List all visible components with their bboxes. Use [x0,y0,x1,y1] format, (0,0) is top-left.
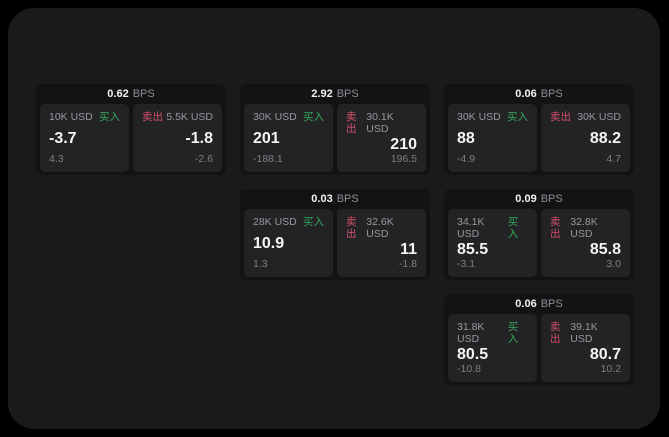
buy-amount: 34.1K USD [457,216,485,240]
quote-card-4: 0.03 BPS 28K USD 买入 10.9 1.3 卖出 32.6K US… [240,189,430,280]
buy-delta: -4.9 [457,153,476,165]
quote-card-3: 0.06 BPS 30K USD 买入 88 -4.9 卖出 30K USD 8… [444,84,634,175]
sell-label[interactable]: 卖出 [346,216,357,240]
sell-panel[interactable]: 卖出 32.8K USD 85.8 3.0 [541,209,630,277]
buy-delta: 1.3 [253,258,268,270]
bps-value: 0.62 [107,88,129,100]
quote-card-5: 0.09 BPS 34.1K USD 买入 85.5 -3.1 卖出 32.8K… [444,189,634,280]
sell-amount: 30.1K USD [366,111,394,135]
sell-amount: 30K USD [577,111,621,123]
buy-amount: 30K USD [457,111,501,123]
buy-price: -3.7 [49,129,77,147]
sell-label[interactable]: 卖出 [346,111,357,135]
bps-unit-label: BPS [540,298,563,310]
sell-price: 88.2 [589,129,621,147]
buy-label[interactable]: 买入 [507,321,519,345]
sell-delta: 3.0 [606,258,621,270]
sell-price: 85.8 [589,240,621,258]
sell-delta: -2.6 [194,153,213,165]
buy-panel[interactable]: 30K USD 买入 88 -4.9 [448,104,537,172]
sell-price: -1.8 [185,129,213,147]
sell-delta: 196.5 [390,153,417,165]
sell-panel[interactable]: 卖出 30.1K USD 210 196.5 [337,104,426,172]
sell-price: 210 [390,135,417,153]
bps-unit-label: BPS [336,88,359,100]
buy-amount: 28K USD [253,216,297,228]
buy-price: 85.5 [457,240,489,258]
quote-card-2: 2.92 BPS 30K USD 买入 201 -188.1 卖出 30.1K … [240,84,430,175]
buy-delta: 4.3 [49,153,64,165]
quote-panels: 31.8K USD 买入 80.5 -10.8 卖出 39.1K USD 80.… [444,314,634,382]
sell-price: 80.7 [589,345,621,363]
sell-amount: 39.1K USD [570,321,598,345]
buy-amount: 31.8K USD [457,321,485,345]
bps-value: 2.92 [311,88,333,100]
bps-header: 0.62 BPS [36,84,226,104]
quote-panels: 30K USD 买入 88 -4.9 卖出 30K USD 88.2 4.7 [444,104,634,172]
sell-panel[interactable]: 卖出 30K USD 88.2 4.7 [541,104,630,172]
buy-label[interactable]: 买入 [303,216,324,228]
sell-panel[interactable]: 卖出 5.5K USD -1.8 -2.6 [133,104,222,172]
bps-value: 0.06 [515,88,537,100]
sell-amount: 32.8K USD [570,216,598,240]
bps-header: 0.06 BPS [444,84,634,104]
sell-amount: 32.6K USD [366,216,394,240]
sell-delta: -1.8 [398,258,417,270]
sell-panel[interactable]: 卖出 39.1K USD 80.7 10.2 [541,314,630,382]
sell-amount: 5.5K USD [166,111,213,123]
bps-header: 0.09 BPS [444,189,634,209]
buy-price: 201 [253,129,280,147]
sell-panel[interactable]: 卖出 32.6K USD 11 -1.8 [337,209,426,277]
buy-label[interactable]: 买入 [507,216,519,240]
buy-price: 10.9 [253,234,285,252]
buy-price: 80.5 [457,345,489,363]
buy-label[interactable]: 买入 [99,111,120,123]
quote-panels: 30K USD 买入 201 -188.1 卖出 30.1K USD 210 1… [240,104,430,172]
quote-panels: 34.1K USD 买入 85.5 -3.1 卖出 32.8K USD 85.8… [444,209,634,277]
quote-panels: 28K USD 买入 10.9 1.3 卖出 32.6K USD 11 -1.8 [240,209,430,277]
quote-card-6: 0.06 BPS 31.8K USD 买入 80.5 -10.8 卖出 39.1… [444,294,634,385]
buy-delta: -10.8 [457,363,481,375]
buy-panel[interactable]: 10K USD 买入 -3.7 4.3 [40,104,129,172]
sell-label[interactable]: 卖出 [550,111,571,123]
bps-value: 0.03 [311,193,333,205]
buy-price: 88 [457,129,475,147]
bps-header: 2.92 BPS [240,84,430,104]
buy-panel[interactable]: 28K USD 买入 10.9 1.3 [244,209,333,277]
bps-value: 0.09 [515,193,537,205]
buy-amount: 30K USD [253,111,297,123]
quote-panels: 10K USD 买入 -3.7 4.3 卖出 5.5K USD -1.8 -2.… [36,104,226,172]
quote-card-1: 0.62 BPS 10K USD 买入 -3.7 4.3 卖出 5.5K USD… [36,84,226,175]
buy-panel[interactable]: 30K USD 买入 201 -188.1 [244,104,333,172]
bps-value: 0.06 [515,298,537,310]
sell-label[interactable]: 卖出 [550,216,561,240]
sell-delta: 4.7 [606,153,621,165]
bps-unit-label: BPS [132,88,155,100]
bps-header: 0.06 BPS [444,294,634,314]
buy-label[interactable]: 买入 [303,111,324,123]
buy-delta: -188.1 [253,153,283,165]
sell-label[interactable]: 卖出 [550,321,561,345]
sell-delta: 10.2 [600,363,621,375]
buy-delta: -3.1 [457,258,476,270]
trading-quotes-window: 0.62 BPS 10K USD 买入 -3.7 4.3 卖出 5.5K USD… [8,8,660,429]
sell-label[interactable]: 卖出 [142,111,163,123]
buy-label[interactable]: 买入 [507,111,528,123]
bps-unit-label: BPS [540,193,563,205]
buy-panel[interactable]: 34.1K USD 买入 85.5 -3.1 [448,209,537,277]
bps-header: 0.03 BPS [240,189,430,209]
bps-unit-label: BPS [336,193,359,205]
buy-panel[interactable]: 31.8K USD 买入 80.5 -10.8 [448,314,537,382]
buy-amount: 10K USD [49,111,93,123]
bps-unit-label: BPS [540,88,563,100]
sell-price: 11 [400,240,417,258]
